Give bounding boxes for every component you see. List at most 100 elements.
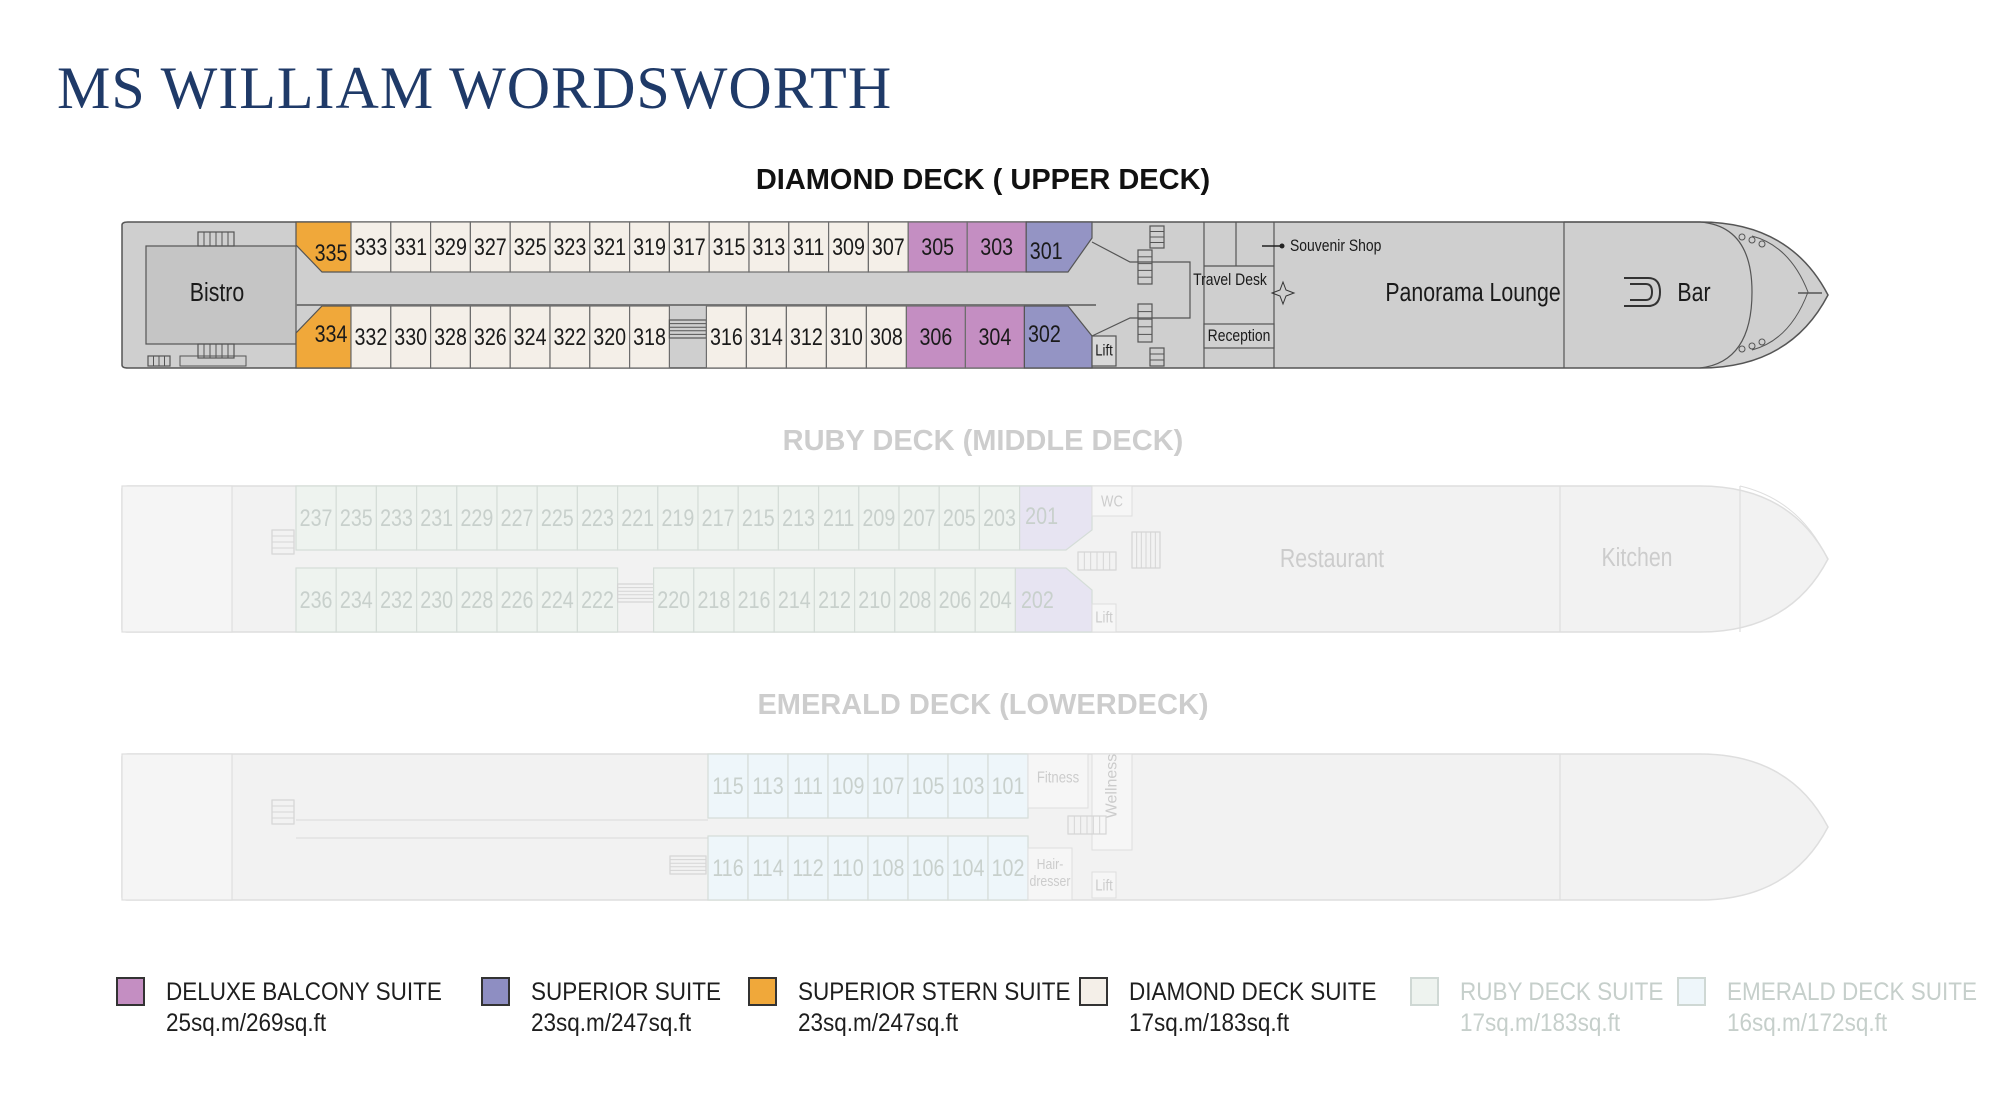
cabin-311[interactable]: 311 <box>788 221 830 273</box>
cabin-cell[interactable] <box>894 567 936 633</box>
cabin-cell[interactable] <box>375 567 418 633</box>
cabin-cell[interactable] <box>456 567 498 633</box>
cabin-203[interactable]: 203 <box>978 485 1021 551</box>
cabin-222[interactable]: 222 <box>576 567 619 633</box>
cabin-322[interactable]: 322 <box>549 305 591 369</box>
cabin-206[interactable]: 206 <box>934 567 976 633</box>
cabin-cell[interactable] <box>867 221 909 273</box>
cabin-108[interactable]: 108 <box>867 835 909 901</box>
cabin-333[interactable]: 333 <box>350 221 392 273</box>
cabin-233[interactable]: 233 <box>375 485 418 551</box>
cabin-cell[interactable] <box>825 305 868 369</box>
cabin-323[interactable]: 323 <box>549 221 591 273</box>
cabin-321[interactable]: 321 <box>589 221 631 273</box>
cabin-cell[interactable] <box>773 567 816 633</box>
cabin-220[interactable]: 220 <box>652 567 695 633</box>
cabin-327[interactable]: 327 <box>469 221 511 273</box>
cabin-cell[interactable] <box>898 485 940 551</box>
cabin-cell[interactable] <box>335 485 378 551</box>
cabin-221[interactable]: 221 <box>616 485 659 551</box>
cabin-328[interactable]: 328 <box>430 305 472 369</box>
cabin-234[interactable]: 234 <box>335 567 378 633</box>
cabin-236[interactable]: 236 <box>295 567 337 633</box>
cabin-319[interactable]: 319 <box>628 221 670 273</box>
cabin-cell[interactable] <box>905 305 967 369</box>
cabin-cell[interactable] <box>616 485 659 551</box>
cabin-cell[interactable] <box>1019 485 1093 551</box>
cabin-232[interactable]: 232 <box>375 567 418 633</box>
cabin-cell[interactable] <box>938 485 981 551</box>
cabin-cell[interactable] <box>978 485 1021 551</box>
cabin-225[interactable]: 225 <box>536 485 579 551</box>
cabin-226[interactable]: 226 <box>496 567 538 633</box>
cabin-cell[interactable] <box>867 753 909 819</box>
cabin-114[interactable]: 114 <box>747 835 789 901</box>
cabin-224[interactable]: 224 <box>536 567 579 633</box>
cabin-cell[interactable] <box>733 567 775 633</box>
cabin-cell[interactable] <box>496 485 538 551</box>
cabin-329[interactable]: 329 <box>430 221 472 273</box>
cabin-335[interactable]: 335 <box>295 221 352 273</box>
cabin-cell[interactable] <box>934 567 976 633</box>
cabin-237[interactable]: 237 <box>295 485 337 551</box>
cabin-112[interactable]: 112 <box>787 835 829 901</box>
cabin-223[interactable]: 223 <box>576 485 619 551</box>
cabin-218[interactable]: 218 <box>693 567 735 633</box>
cabin-309[interactable]: 309 <box>827 221 869 273</box>
cabin-cell[interactable] <box>907 221 968 273</box>
cabin-307[interactable]: 307 <box>867 221 909 273</box>
cabin-cell[interactable] <box>693 567 735 633</box>
cabin-cell[interactable] <box>430 221 472 273</box>
cabin-cell[interactable] <box>295 221 352 273</box>
cabin-cell[interactable] <box>907 753 949 819</box>
cabin-101[interactable]: 101 <box>987 753 1029 819</box>
cabin-301[interactable]: 301 <box>1025 221 1093 273</box>
cabin-302[interactable]: 302 <box>1023 305 1093 369</box>
cabin-105[interactable]: 105 <box>907 753 949 819</box>
cabin-cell[interactable] <box>817 485 860 551</box>
cabin-110[interactable]: 110 <box>827 835 869 901</box>
cabin-214[interactable]: 214 <box>773 567 816 633</box>
cabin-cell[interactable] <box>509 305 551 369</box>
cabin-cell[interactable] <box>509 221 551 273</box>
cabin-cell[interactable] <box>697 485 739 551</box>
cabin-cell[interactable] <box>737 485 780 551</box>
cabin-325[interactable]: 325 <box>509 221 551 273</box>
cabin-212[interactable]: 212 <box>813 567 856 633</box>
cabin-cell[interactable] <box>747 753 789 819</box>
cabin-113[interactable]: 113 <box>747 753 789 819</box>
cabin-cell[interactable] <box>350 221 392 273</box>
cabin-316[interactable]: 316 <box>705 305 748 369</box>
cabin-cell[interactable] <box>295 485 337 551</box>
cabin-cell[interactable] <box>589 221 631 273</box>
cabin-304[interactable]: 304 <box>964 305 1026 369</box>
cabin-cell[interactable] <box>987 835 1029 901</box>
cabin-103[interactable]: 103 <box>947 753 989 819</box>
cabin-cell[interactable] <box>853 567 896 633</box>
cabin-106[interactable]: 106 <box>907 835 949 901</box>
cabin-216[interactable]: 216 <box>733 567 775 633</box>
cabin-111[interactable]: 111 <box>787 753 829 819</box>
cabin-317[interactable]: 317 <box>668 221 710 273</box>
cabin-cell[interactable] <box>657 485 699 551</box>
cabin-cell[interactable] <box>788 221 830 273</box>
cabin-104[interactable]: 104 <box>947 835 989 901</box>
cabin-204[interactable]: 204 <box>974 567 1017 633</box>
cabin-cell[interactable] <box>350 305 392 369</box>
cabin-228[interactable]: 228 <box>456 567 498 633</box>
cabin-115[interactable]: 115 <box>707 753 749 819</box>
cabin-215[interactable]: 215 <box>737 485 780 551</box>
cabin-308[interactable]: 308 <box>865 305 908 369</box>
cabin-306[interactable]: 306 <box>905 305 967 369</box>
cabin-cell[interactable] <box>827 753 869 819</box>
cabin-315[interactable]: 315 <box>708 221 750 273</box>
cabin-cell[interactable] <box>858 485 900 551</box>
cabin-109[interactable]: 109 <box>827 753 869 819</box>
cabin-cell[interactable] <box>813 567 856 633</box>
cabin-cell[interactable] <box>469 305 511 369</box>
cabin-314[interactable]: 314 <box>745 305 788 369</box>
cabin-cell[interactable] <box>745 305 788 369</box>
cabin-210[interactable]: 210 <box>853 567 896 633</box>
cabin-313[interactable]: 313 <box>748 221 790 273</box>
cabin-cell[interactable] <box>787 835 829 901</box>
